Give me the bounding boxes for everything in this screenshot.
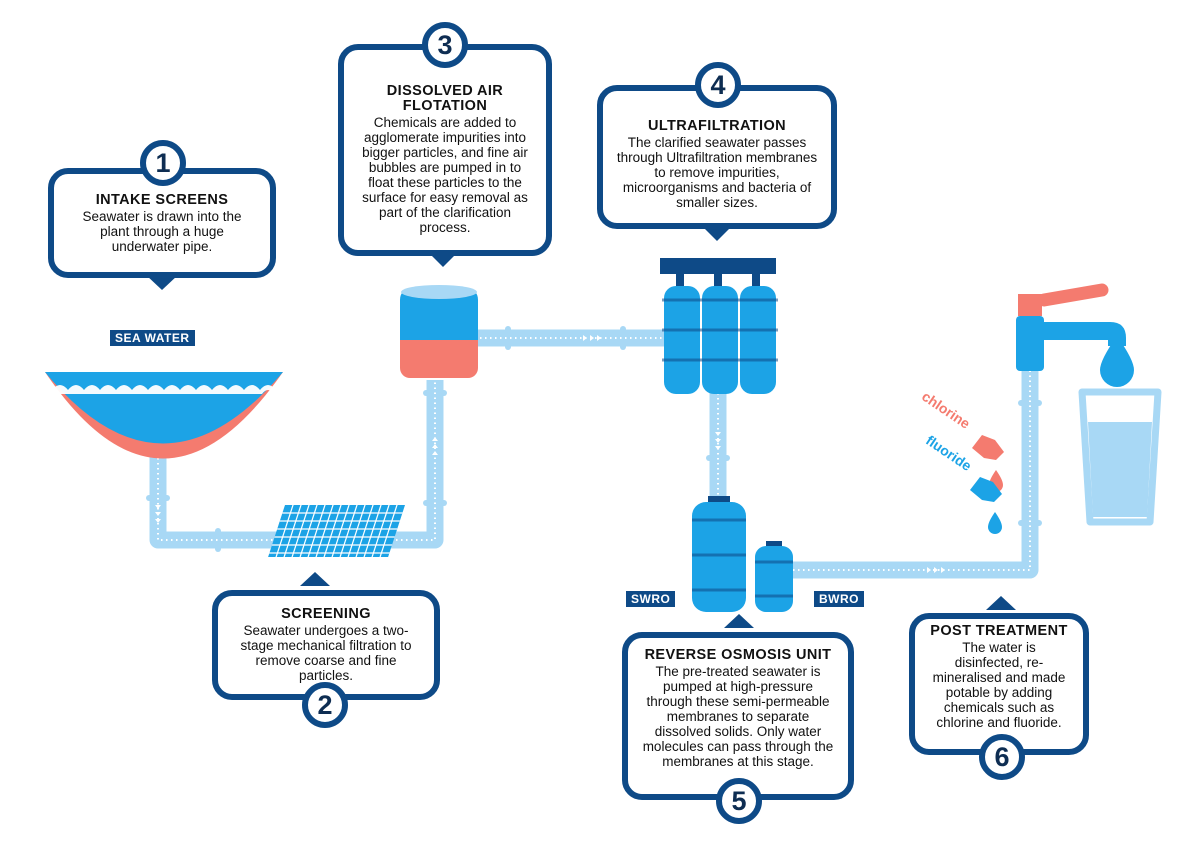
step-5-description: The pre-treated seawater is pumped at hi… — [642, 663, 834, 769]
fluoride-doser — [970, 477, 1002, 534]
step-5-number: 5 — [716, 778, 762, 824]
step-1-number: 1 — [140, 140, 186, 186]
swro-label: SWRO — [626, 591, 676, 607]
step-1-box: INTAKE SCREENS Seawater is drawn into th… — [48, 168, 276, 278]
step-3-title: DISSOLVED AIR FLOTATION — [386, 82, 504, 114]
step-5-title: REVERSE OSMOSIS UNIT — [644, 646, 832, 663]
daf-tank — [400, 285, 478, 378]
sea-water-label: SEA WATER — [110, 330, 195, 346]
step-3-number: 3 — [422, 22, 468, 68]
step-6-box: POST TREATMENT The water is disinfected,… — [909, 613, 1089, 755]
step-3-box: DISSOLVED AIR FLOTATION Chemicals are ad… — [338, 44, 552, 256]
step-5-box: REVERSE OSMOSIS UNIT The pre-treated sea… — [622, 632, 854, 800]
pipe-ro-to-tap — [785, 365, 1039, 579]
glass-of-water — [1078, 388, 1162, 526]
ultrafiltration-unit — [660, 258, 778, 394]
step-2-number: 2 — [302, 682, 348, 728]
screening-grid — [268, 505, 405, 557]
step-1-title: INTAKE SCREENS — [95, 191, 229, 208]
tap — [1016, 283, 1126, 371]
step-2-description: Seawater undergoes a two-stage mechanica… — [240, 623, 412, 683]
step-4-description: The clarified seawater passes through Ul… — [616, 134, 818, 210]
bwro-label: BWRO — [814, 591, 864, 607]
step-1-description: Seawater is drawn into the plant through… — [82, 208, 242, 254]
sea-basin — [45, 366, 283, 459]
step-6-description: The water is disinfected, re-mineralised… — [932, 640, 1066, 730]
water-drop-icon — [1100, 336, 1134, 387]
step-6-title: POST TREATMENT — [930, 623, 1068, 639]
step-4-number: 4 — [695, 62, 741, 108]
bwro-vessel — [755, 541, 793, 612]
step-3-description: Chemicals are added to agglomerate impur… — [362, 114, 528, 235]
step-4-box: ULTRAFILTRATION The clarified seawater p… — [597, 85, 837, 229]
swro-vessel — [692, 496, 746, 612]
step-2-title: SCREENING — [281, 606, 371, 622]
step-6-number: 6 — [979, 734, 1025, 780]
callout-pointers — [146, 226, 1016, 628]
step-4-title: ULTRAFILTRATION — [647, 117, 787, 134]
pipe-joints — [146, 326, 1042, 552]
